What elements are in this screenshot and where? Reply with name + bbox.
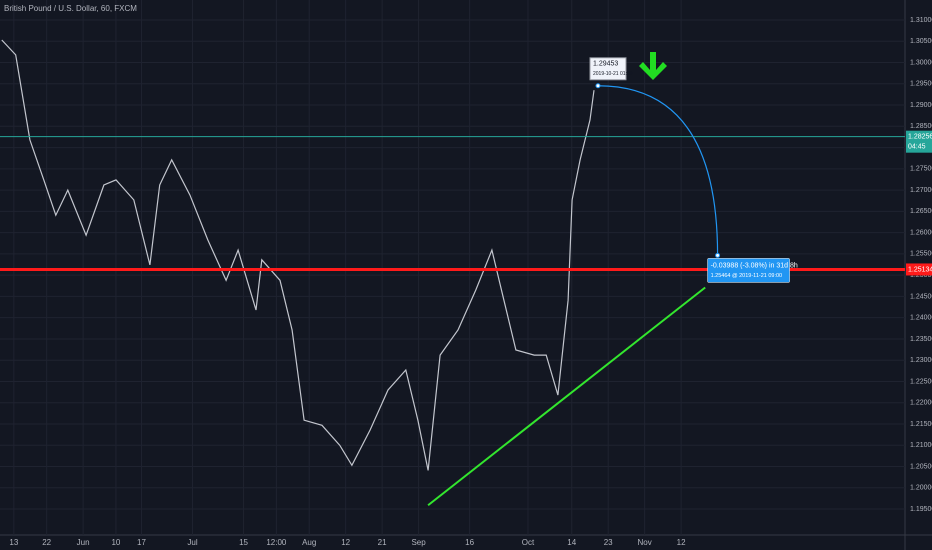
x-tick-label: Jul xyxy=(187,538,197,547)
x-tick-label: Jun xyxy=(77,538,90,547)
y-tick-label: 1.30000 xyxy=(910,59,932,66)
y-tick-label: 1.29500 xyxy=(910,81,932,88)
y-tick-label: 1.24000 xyxy=(910,315,932,322)
price-tag xyxy=(906,263,932,276)
y-tick-label: 1.25000 xyxy=(910,272,932,279)
y-tick-label: 1.20000 xyxy=(910,485,932,492)
projection-start xyxy=(595,83,601,89)
x-tick-label: 23 xyxy=(604,538,613,547)
x-tick-label: 21 xyxy=(378,538,387,547)
y-tick-label: 1.26500 xyxy=(910,208,932,215)
x-tick-label: 15 xyxy=(239,538,248,547)
x-tick-label: Nov xyxy=(638,538,652,547)
x-tick-label: 16 xyxy=(465,538,474,547)
price-tag-label: 1.28256 xyxy=(908,134,932,141)
y-tick-label: 1.22500 xyxy=(910,378,932,385)
x-tick-label: 22 xyxy=(42,538,51,547)
start-callout-price: 1.29453 xyxy=(593,61,618,68)
y-tick-label: 1.28500 xyxy=(910,123,932,130)
start-callout xyxy=(589,57,627,81)
down-arrow xyxy=(639,52,667,80)
chart-title: British Pound / U.S. Dollar, 60, FXCM xyxy=(4,4,137,13)
y-tick-label: 1.22000 xyxy=(910,400,932,407)
x-tick-label: Sep xyxy=(411,538,426,547)
y-tick-label: 1.31000 xyxy=(910,17,932,24)
y-tick-label: 1.24500 xyxy=(910,293,932,300)
x-tick-label: 10 xyxy=(111,538,120,547)
y-tick-label: 1.23500 xyxy=(910,336,932,343)
x-tick-label: 14 xyxy=(567,538,576,547)
y-tick-label: 1.27000 xyxy=(910,187,932,194)
y-tick-label: 1.20500 xyxy=(910,463,932,470)
x-tick-label: 12 xyxy=(341,538,350,547)
x-tick-label: Aug xyxy=(302,538,316,547)
x-tick-label: 13 xyxy=(9,538,18,547)
x-tick-label: 12:00 xyxy=(266,538,287,547)
x-tick-label: 12 xyxy=(677,538,686,547)
end-callout xyxy=(707,258,790,283)
y-tick-label: 1.27500 xyxy=(910,166,932,173)
y-tick-label: 1.26000 xyxy=(910,229,932,236)
y-tick-label: 1.19500 xyxy=(910,506,932,513)
start-callout-date: 2019-10-21 01:00 xyxy=(593,71,633,77)
x-tick-label: Oct xyxy=(522,538,535,547)
y-tick-label: 1.21000 xyxy=(910,442,932,449)
y-tick-label: 1.29000 xyxy=(910,102,932,109)
x-tick-label: 17 xyxy=(137,538,146,547)
price-line xyxy=(1,39,595,471)
projection-end xyxy=(715,252,721,258)
end-callout-change: -0.03988 (-3.08%) in 31d 8h xyxy=(711,262,798,269)
price-tag-label: 1.25134 xyxy=(908,266,932,273)
trend-line xyxy=(427,286,706,507)
y-tick-label: 1.21500 xyxy=(910,421,932,428)
price-tag-sublabel: 04:45 xyxy=(908,144,926,151)
y-tick-label: 1.25500 xyxy=(910,251,932,258)
price-tag xyxy=(906,130,932,153)
y-tick-label: 1.23000 xyxy=(910,357,932,364)
end-callout-target: 1.25464 @ 2019-11-21 09:00 xyxy=(711,273,783,279)
y-tick-label: 1.30500 xyxy=(910,38,932,45)
projection-arc xyxy=(597,85,719,256)
